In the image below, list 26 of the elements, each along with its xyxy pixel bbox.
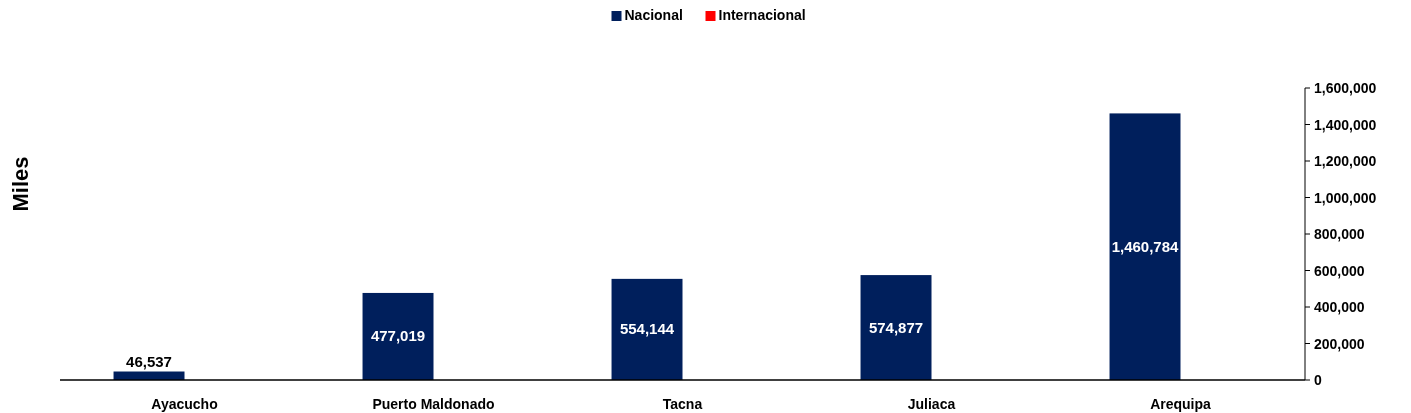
x-tick-label: Puerto Maldonado [372,396,495,412]
y-tick-label: 400,000 [1314,299,1365,315]
y-tick-label: 1,000,000 [1314,189,1377,206]
y-tick-label: 0 [1314,372,1322,388]
data-label: 477,019 [370,327,426,345]
data-label: 574,877 [868,318,924,336]
bar [362,292,434,380]
legend-label: Nacional [624,7,683,23]
y-tick-label: 1,200,000 [1314,153,1377,169]
x-tick-label: Juliaca [907,396,956,412]
y-tick-label: 1,400,000 [1314,116,1377,133]
bar [611,278,683,380]
y-tick-label: 600,000 [1314,262,1365,279]
y-tick-label: 200,000 [1314,335,1365,352]
y-axis-title: Miles [8,156,33,212]
data-label: 46,537 [126,352,172,370]
bar [860,275,932,380]
x-tick-label: Ayacucho [151,396,218,412]
x-tick-label: Tacna [662,396,703,412]
data-label: 1,460,784 [1111,237,1180,255]
data-label: 554,144 [619,320,675,338]
legend-label: Internacional [718,7,806,23]
x-tick-label: Arequipa [1150,396,1212,412]
y-tick-label: 1,600,000 [1314,80,1377,96]
bar [1109,113,1181,380]
y-tick-label: 800,000 [1314,226,1365,242]
